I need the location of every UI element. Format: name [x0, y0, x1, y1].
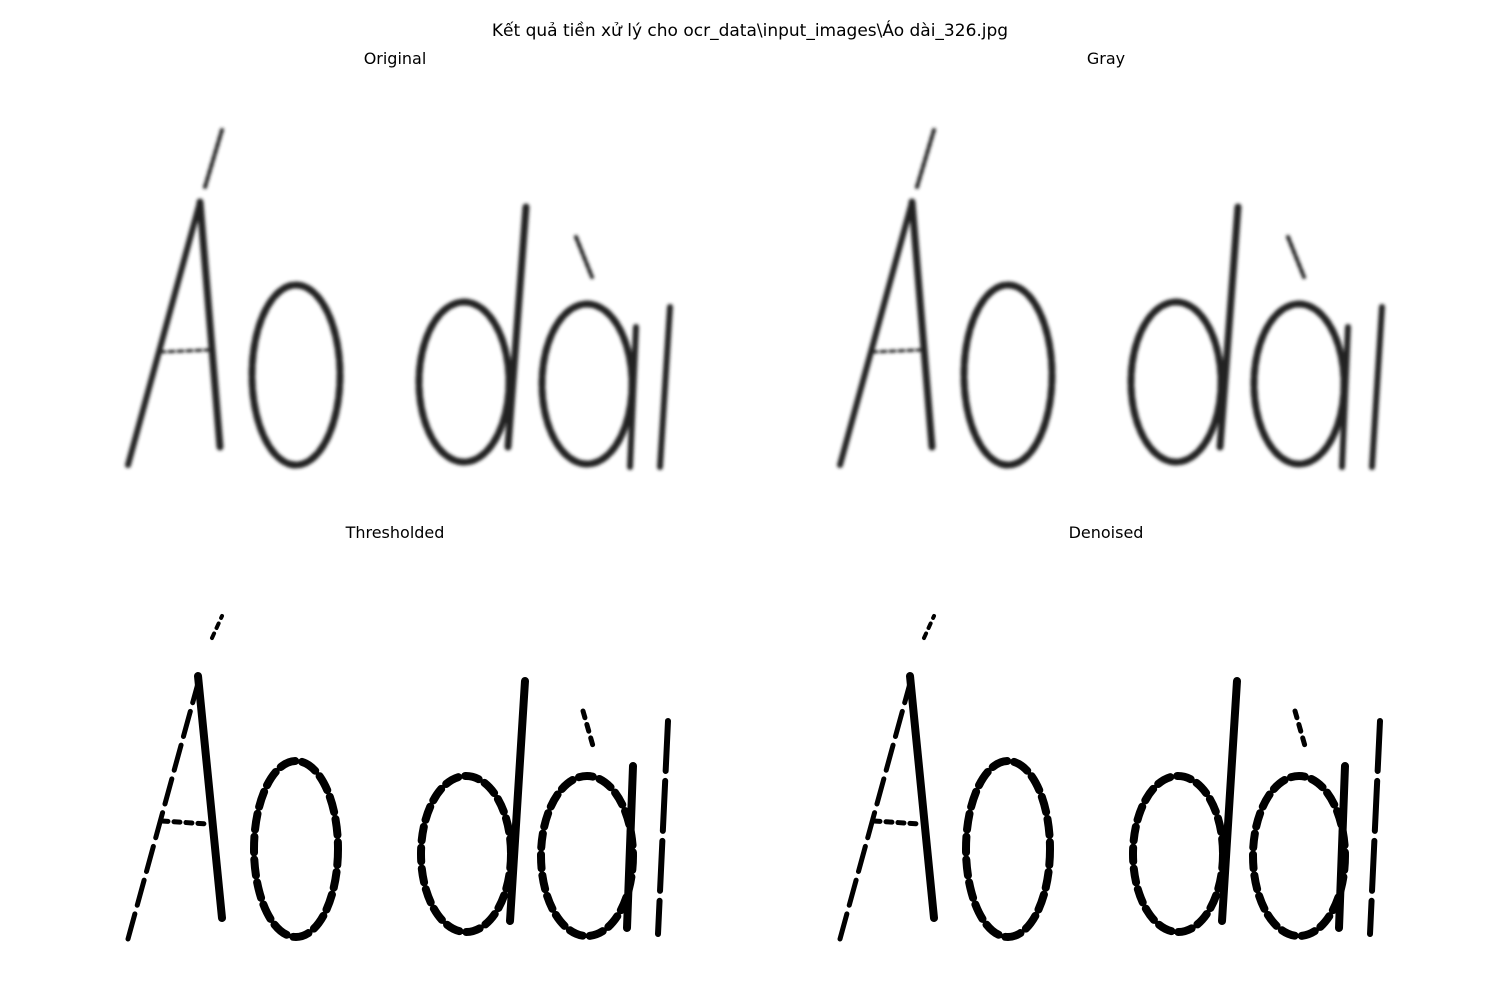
- handwriting-image-original: [125, 128, 673, 470]
- image-panel-denoised: [812, 556, 1397, 986]
- image-panel-thresholded: [100, 556, 685, 986]
- handwriting-image-denoised: [837, 614, 1383, 942]
- panel-title-gray: Gray: [1086, 49, 1126, 68]
- image-panel-gray: [812, 82, 1397, 512]
- handwriting-image-gray: [837, 128, 1385, 470]
- image-panel-original: [100, 82, 685, 512]
- handwriting-image-thresholded: [125, 614, 671, 942]
- panel-title-original: Original: [363, 49, 427, 68]
- figure-suptitle: Kết quả tiền xử lý cho ocr_data\input_im…: [491, 21, 1009, 41]
- panel-title-denoised: Denoised: [1068, 523, 1144, 542]
- panel-title-thresholded: Thresholded: [345, 523, 445, 542]
